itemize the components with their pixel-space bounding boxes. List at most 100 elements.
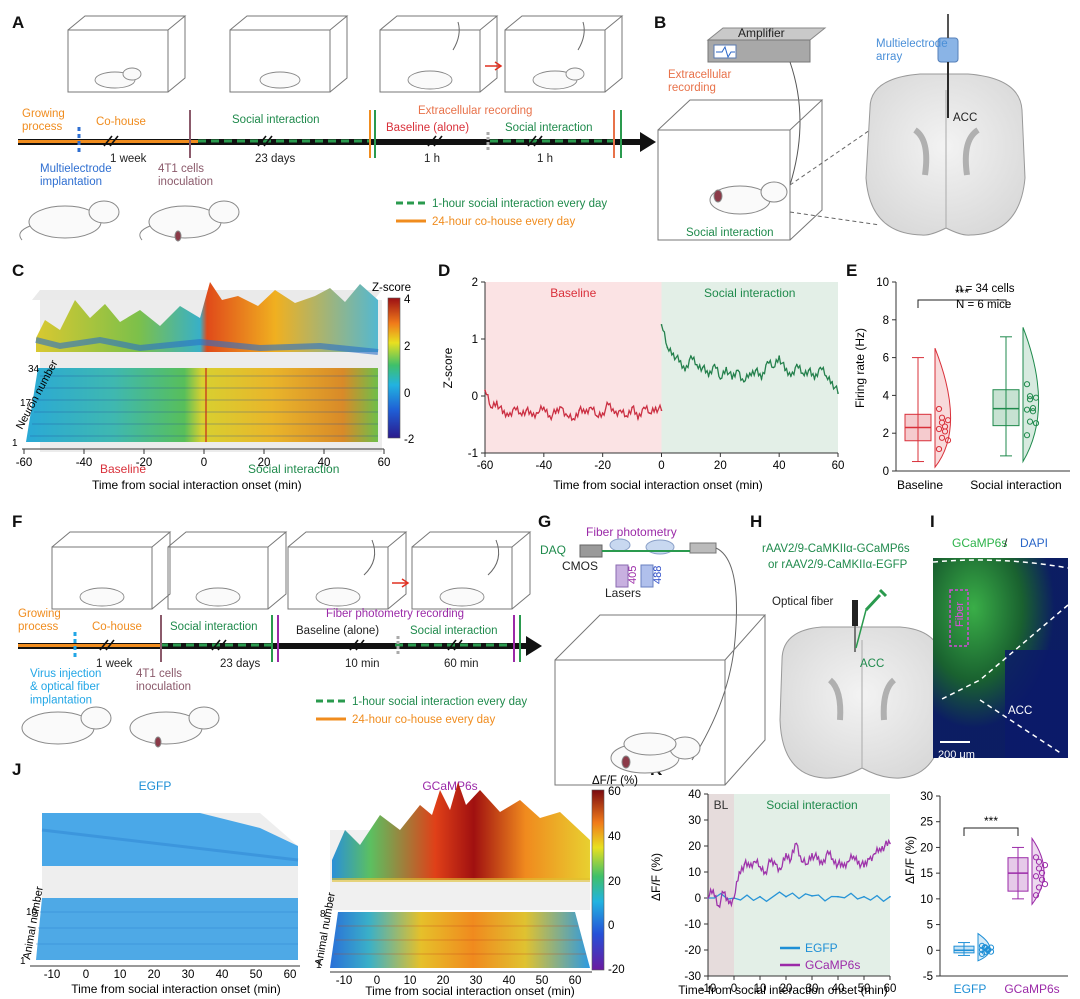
- k-xtick-label: 40: [832, 983, 845, 995]
- f-social-label: Social interaction: [170, 621, 258, 633]
- laser-488-icon: [640, 564, 654, 588]
- j-xtick-label: 0: [83, 969, 89, 981]
- e-sig-label: ***: [955, 286, 969, 300]
- e-ytick-label: 8: [883, 315, 889, 327]
- h-fiber-label: Optical fiber: [772, 596, 834, 608]
- j-xtick-label: 10: [114, 969, 127, 981]
- k-social-region: [734, 794, 890, 976]
- d-xtick-label: 0: [658, 460, 664, 472]
- j-xtick-label: 20: [148, 969, 161, 981]
- k-data-point: [868, 858, 870, 860]
- c-xtick-label: 60: [378, 457, 391, 469]
- g-405-label: 405: [627, 566, 639, 584]
- e-box: [992, 389, 1020, 427]
- d-ytick-label: 0: [472, 391, 478, 403]
- a-legend1: 1-hour social interaction every day: [432, 198, 607, 210]
- mouse-icon: [610, 732, 701, 774]
- d-data-point: [578, 409, 580, 412]
- k-data-point: [826, 850, 829, 852]
- panel-a: Growing process Co-house Social interacti…: [18, 15, 656, 242]
- panel-letter-h: H: [750, 512, 762, 531]
- d-data-point: [607, 403, 610, 406]
- c-colorbar: [387, 297, 401, 439]
- panel-letter-d: D: [438, 261, 450, 280]
- f-legend2: 24-hour co-house every day: [352, 714, 495, 726]
- f-inoc-label: 4T1 cells inoculation: [136, 668, 191, 693]
- f-min1-label: 10 min: [345, 658, 380, 670]
- l-point: [1035, 884, 1043, 891]
- k-xtick-label: 30: [806, 983, 819, 995]
- d-data-point: [819, 366, 822, 369]
- j-colorbar: [591, 789, 605, 971]
- b-amplifier-label: Amplifier: [738, 26, 785, 40]
- c-xtick-label: -20: [136, 457, 153, 469]
- cage-icon: [554, 614, 767, 786]
- mouse-icon: [195, 587, 241, 607]
- a-cohouse-label: Co-house: [96, 116, 146, 128]
- k-bl-label: BL: [714, 798, 729, 812]
- a-week-label: 1 week: [110, 153, 147, 165]
- cmos-icon: [579, 544, 603, 558]
- k-data-point: [800, 860, 803, 863]
- d-xtick-label: -20: [594, 460, 611, 472]
- f-fiber-label: Fiber photometry recording: [326, 608, 464, 620]
- i-fiber-track: [949, 589, 969, 647]
- d-data-point: [743, 380, 745, 383]
- g-488-label: 488: [652, 566, 664, 584]
- d-data-point: [613, 412, 616, 414]
- j-xtick-label: 10: [404, 975, 417, 987]
- d-data-point: [778, 355, 780, 357]
- mouse-icon: [79, 587, 125, 607]
- k-data-point: [863, 866, 865, 868]
- j-xtick-label: 60: [569, 975, 582, 987]
- d-data-point: [554, 412, 557, 414]
- cage-icon: [167, 531, 288, 610]
- syringe-icon: [864, 588, 888, 612]
- b-acc-label: ACC: [953, 112, 977, 124]
- cage-icon: [411, 531, 532, 610]
- d-data-point: [501, 412, 504, 414]
- c-baseline-label: Baseline: [100, 462, 146, 476]
- lens-icon: [609, 538, 631, 552]
- d-data-point: [707, 375, 710, 377]
- l-point: [1032, 854, 1040, 861]
- j-cbar-tick: 0: [608, 920, 614, 932]
- e-point: [944, 437, 952, 444]
- c-heatmap: [26, 368, 378, 442]
- k-xtick-label: 20: [780, 983, 793, 995]
- l-ytick-label: 5: [927, 920, 933, 932]
- a-days-label: 23 days: [255, 153, 296, 165]
- d-baseline-label: Baseline: [550, 286, 596, 300]
- j-egfp-heatmap: [36, 898, 298, 960]
- d-data-point: [825, 375, 828, 377]
- l-point: [1035, 858, 1043, 865]
- k-data-point: [837, 895, 839, 898]
- d-data-point: [590, 406, 592, 409]
- l-point: [987, 944, 995, 951]
- e-N-label: N = 6 mice: [956, 299, 1011, 311]
- fiber-cable-icon: [691, 547, 737, 761]
- l-box: [1007, 857, 1029, 892]
- cage-icon: [379, 15, 499, 93]
- d-data-point: [531, 415, 533, 417]
- k-social-label: Social interaction: [766, 798, 857, 812]
- k-ytick-label: -20: [684, 945, 701, 957]
- j-ytick: 1: [20, 956, 26, 967]
- panel-h: rAAV2/9-CaMKIIα-GCaMP6s or rAAV2/9-CaMKI…: [762, 543, 945, 779]
- k-ytick-label: -10: [684, 919, 701, 931]
- e-ytick-label: 10: [876, 277, 889, 289]
- e-ytick-label: 0: [883, 466, 889, 478]
- d-data-point: [490, 406, 492, 409]
- e-ylabel: Firing rate (Hz): [853, 328, 867, 408]
- mouse-icon: [19, 200, 120, 241]
- panel-g: Fiber photometry DAQ CMOS Lasers 405 488: [540, 525, 767, 786]
- d-xtick-label: -60: [477, 460, 494, 472]
- d-data-point: [678, 361, 680, 363]
- d-data-point: [566, 415, 569, 417]
- d-data-point: [654, 406, 657, 409]
- panel-j: EGFP GCaMP6s Animal number 10 1 -10 0 10 20…: [20, 775, 638, 998]
- d-social-region: [661, 282, 838, 453]
- panel-b: Amplifier Extracellular recording Social …: [657, 14, 1026, 241]
- g-cmos-label: CMOS: [562, 559, 598, 573]
- d-data-point: [513, 406, 516, 409]
